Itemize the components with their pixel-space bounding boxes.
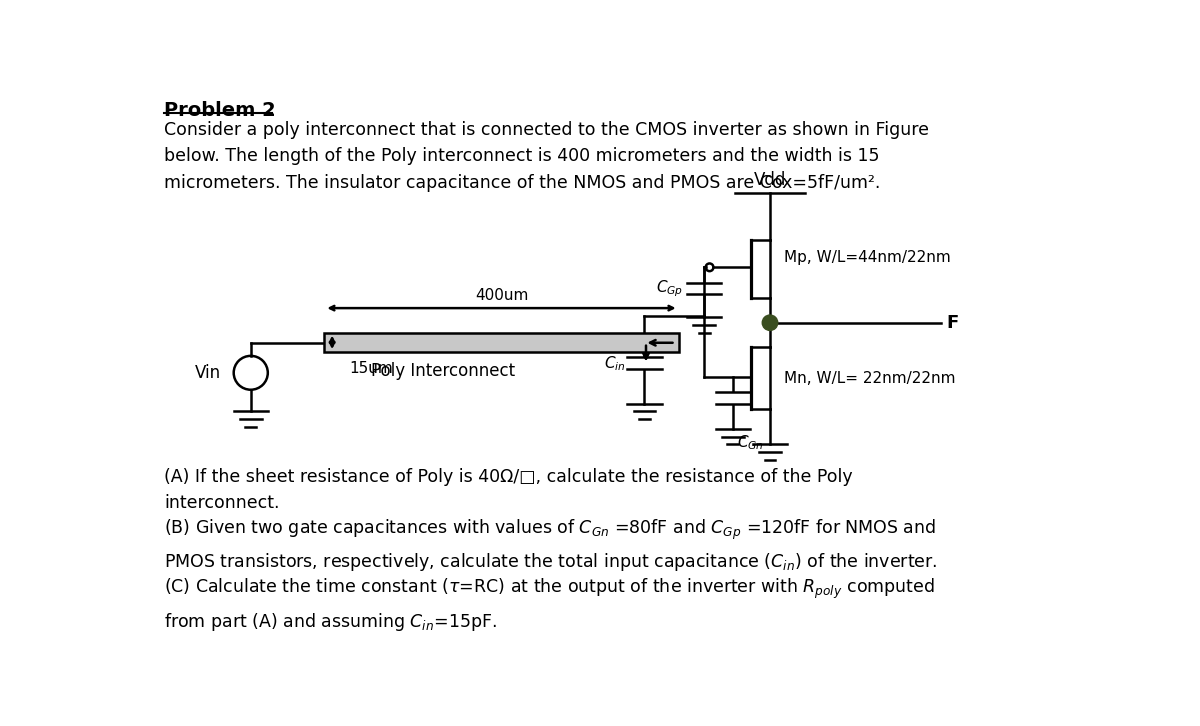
Text: Poly Interconnect: Poly Interconnect bbox=[371, 362, 515, 380]
Text: $C_{Gp}$: $C_{Gp}$ bbox=[656, 278, 683, 299]
Text: Mn, W/L= 22nm/22nm: Mn, W/L= 22nm/22nm bbox=[784, 371, 955, 386]
Text: Mp, W/L=44nm/22nm: Mp, W/L=44nm/22nm bbox=[784, 250, 950, 265]
Text: $C_{Gn}$: $C_{Gn}$ bbox=[737, 433, 763, 452]
Text: 400um: 400um bbox=[475, 288, 528, 303]
Text: (C) Calculate the time constant ($\tau$=RC) at the output of the inverter with $: (C) Calculate the time constant ($\tau$=… bbox=[164, 577, 935, 632]
Text: Vin: Vin bbox=[196, 364, 221, 382]
Text: Consider a poly interconnect that is connected to the CMOS inverter as shown in : Consider a poly interconnect that is con… bbox=[164, 121, 929, 192]
Text: F: F bbox=[947, 314, 959, 332]
Text: Problem 2: Problem 2 bbox=[164, 101, 276, 120]
Circle shape bbox=[762, 315, 778, 330]
Bar bbox=[324, 333, 678, 352]
Text: (A) If the sheet resistance of Poly is 40Ω/□, calculate the resistance of the Po: (A) If the sheet resistance of Poly is 4… bbox=[164, 468, 852, 512]
Text: $C_{in}$: $C_{in}$ bbox=[604, 354, 625, 372]
Text: Vdd: Vdd bbox=[754, 171, 786, 189]
Text: (B) Given two gate capacitances with values of $C_{Gn}$ =80fF and $C_{Gp}$ =120f: (B) Given two gate capacitances with val… bbox=[164, 518, 937, 574]
Text: 15um: 15um bbox=[349, 362, 392, 376]
